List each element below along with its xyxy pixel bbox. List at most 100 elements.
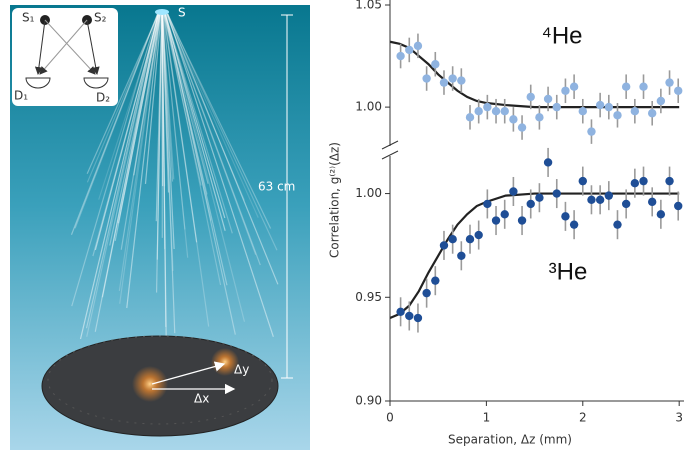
detector-cup xyxy=(83,77,109,89)
streak xyxy=(155,13,163,222)
streak xyxy=(98,13,160,200)
annotation: ³He xyxy=(549,258,588,285)
streak xyxy=(101,13,160,298)
hit-spot xyxy=(132,366,168,402)
data-point xyxy=(587,127,596,136)
streak xyxy=(164,13,228,286)
height-label: 63 cm xyxy=(258,180,295,194)
data-point xyxy=(491,216,501,225)
data-point xyxy=(552,189,561,198)
data-point xyxy=(613,220,622,229)
x-tick-label: 3 xyxy=(675,411,683,425)
path-arrow xyxy=(39,19,88,75)
dy-arrow xyxy=(151,361,226,385)
data-point xyxy=(439,241,449,250)
data-point xyxy=(448,234,457,244)
streak xyxy=(133,13,162,176)
streak xyxy=(165,13,236,335)
data-point xyxy=(630,178,640,188)
data-point xyxy=(647,109,657,118)
data-point xyxy=(674,201,683,211)
data-point xyxy=(595,195,605,204)
streak xyxy=(119,13,161,304)
x-axis-label: Separation, Δz (mm) xyxy=(448,433,572,447)
streak xyxy=(166,13,257,255)
streak xyxy=(167,13,279,285)
data-point xyxy=(665,78,674,87)
streak xyxy=(166,13,259,218)
data-point xyxy=(621,82,631,91)
annotation: ⁴He xyxy=(542,22,583,49)
streak xyxy=(165,13,246,322)
x-tick-label: 2 xyxy=(579,411,587,425)
inset-label: S₁ xyxy=(22,11,35,25)
data-point xyxy=(674,86,683,95)
data-point xyxy=(578,106,587,116)
data-point xyxy=(405,45,414,55)
data-point xyxy=(465,234,475,244)
x-tick-label: 0 xyxy=(386,411,394,425)
streak xyxy=(166,13,261,266)
streak xyxy=(162,13,175,250)
streak xyxy=(161,13,167,345)
streak xyxy=(120,13,161,250)
streak xyxy=(94,13,160,251)
inset-label: D₂ xyxy=(96,91,110,105)
source-cloud xyxy=(155,9,169,15)
y-tick-label: 0.95 xyxy=(355,290,382,304)
streak xyxy=(164,13,226,231)
streak xyxy=(118,13,161,292)
streak xyxy=(117,13,161,224)
streak xyxy=(92,13,160,257)
streak xyxy=(161,13,174,271)
streak xyxy=(163,13,210,327)
y-tick-label: 1.00 xyxy=(355,100,382,114)
streak xyxy=(86,13,159,183)
x-tick-label: 1 xyxy=(483,411,491,425)
data-point xyxy=(526,199,535,209)
inset-label: S₂ xyxy=(94,11,107,25)
data-point xyxy=(457,251,466,260)
data-point xyxy=(474,106,483,116)
path-arrow xyxy=(44,19,96,75)
streak xyxy=(86,13,159,337)
data-point xyxy=(439,78,449,87)
fit-curve xyxy=(389,192,680,320)
data-point xyxy=(413,41,423,51)
data-point xyxy=(457,76,466,85)
plot: 1.00 1.05 ⁴He 0.90 0.95 1.00 0 1 2 3 Separation, Δ… xyxy=(328,0,684,447)
data-point xyxy=(578,176,587,186)
y-tick-label: 1.05 xyxy=(355,0,382,12)
data-point xyxy=(569,82,579,91)
streak xyxy=(155,13,163,293)
streak xyxy=(163,13,202,186)
streak xyxy=(94,13,160,332)
atom-streaks xyxy=(70,13,279,345)
data-point xyxy=(613,111,622,120)
data-point xyxy=(639,176,648,186)
source-label: S xyxy=(178,6,186,20)
streak xyxy=(109,13,160,246)
data-point xyxy=(405,311,414,321)
data-point xyxy=(509,187,518,196)
data-point xyxy=(543,94,553,104)
streak xyxy=(166,13,274,338)
data-point xyxy=(552,102,561,112)
streak xyxy=(164,13,226,219)
data-point xyxy=(431,276,440,285)
streak xyxy=(85,13,159,329)
data-point xyxy=(422,288,431,298)
data-point xyxy=(630,106,640,116)
data-point xyxy=(543,158,553,167)
data-point xyxy=(396,51,405,61)
data-point xyxy=(665,176,674,186)
data-point xyxy=(483,199,492,209)
streak xyxy=(86,13,159,175)
data-point xyxy=(465,113,475,122)
streak xyxy=(161,13,166,250)
data-point xyxy=(491,106,501,116)
data-point xyxy=(569,220,579,229)
streak xyxy=(74,13,159,229)
streak xyxy=(162,13,189,258)
